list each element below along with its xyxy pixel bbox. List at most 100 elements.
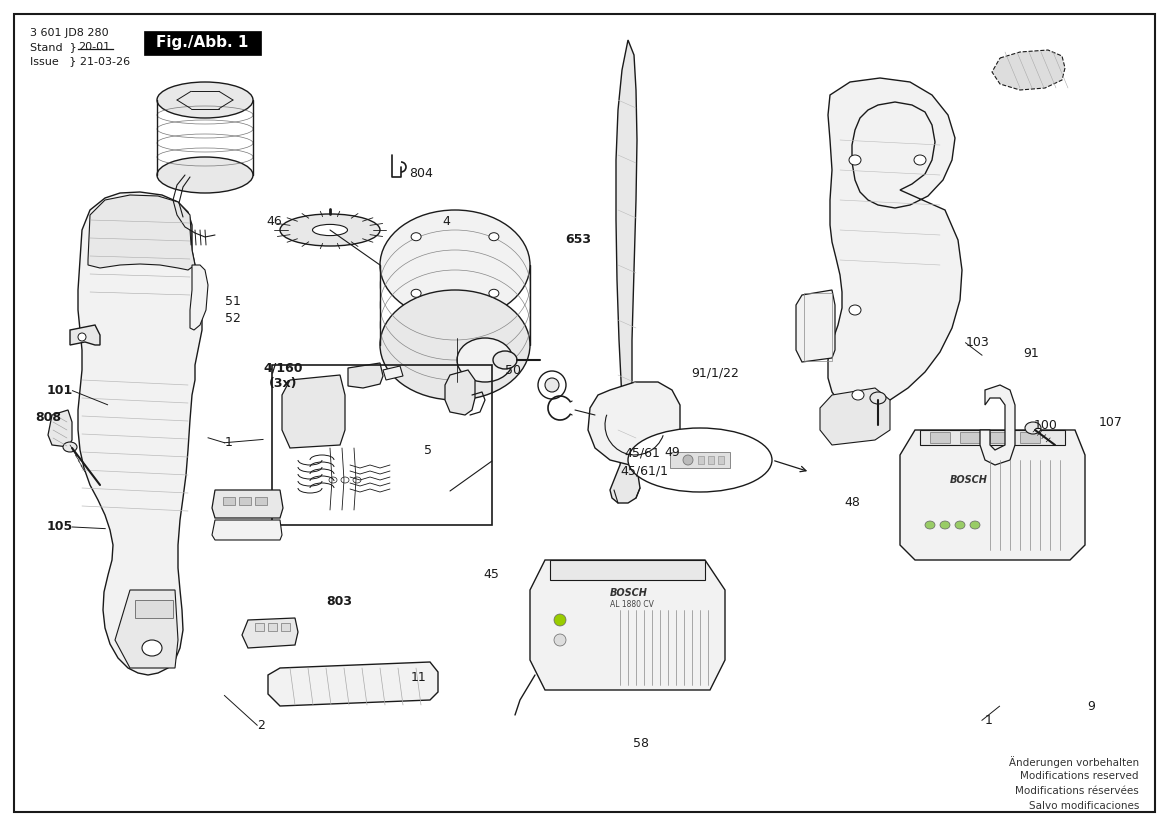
- Text: 5: 5: [424, 444, 433, 458]
- Text: 4/160
(3x): 4/160 (3x): [263, 362, 303, 390]
- Bar: [920, 430, 1065, 445]
- Bar: [268, 623, 277, 631]
- Bar: [255, 623, 264, 631]
- Bar: [960, 432, 980, 443]
- Ellipse shape: [925, 521, 935, 529]
- Text: 1: 1: [984, 714, 992, 727]
- Text: 45: 45: [483, 567, 499, 581]
- Ellipse shape: [1025, 422, 1042, 434]
- Text: 2: 2: [257, 719, 265, 732]
- Text: 101: 101: [47, 384, 72, 397]
- Text: 103: 103: [966, 336, 989, 349]
- Ellipse shape: [457, 338, 513, 382]
- Bar: [223, 497, 235, 505]
- Text: 100: 100: [1033, 419, 1057, 432]
- Text: 46: 46: [267, 215, 283, 228]
- Polygon shape: [268, 662, 438, 706]
- Ellipse shape: [489, 289, 499, 297]
- Bar: [238, 497, 251, 505]
- Text: 9: 9: [1087, 700, 1095, 713]
- Text: 804: 804: [409, 167, 433, 180]
- Ellipse shape: [493, 351, 517, 369]
- Bar: [272, 365, 492, 525]
- Polygon shape: [383, 366, 403, 380]
- Polygon shape: [115, 590, 178, 668]
- Polygon shape: [828, 78, 962, 412]
- Text: Änderungen vorbehalten: Änderungen vorbehalten: [1009, 756, 1139, 768]
- Text: Modifications réservées: Modifications réservées: [1015, 786, 1139, 796]
- Text: 91: 91: [1023, 347, 1038, 360]
- Text: 1: 1: [224, 436, 233, 449]
- Text: 45/61: 45/61: [624, 446, 660, 459]
- Polygon shape: [348, 363, 383, 388]
- Ellipse shape: [914, 155, 926, 165]
- Text: 105: 105: [47, 520, 72, 534]
- Text: 91/1/22: 91/1/22: [692, 367, 739, 380]
- Bar: [708, 456, 714, 464]
- Ellipse shape: [489, 233, 499, 240]
- Text: 653: 653: [566, 233, 592, 246]
- Ellipse shape: [545, 378, 559, 392]
- Polygon shape: [48, 410, 72, 447]
- Ellipse shape: [281, 214, 380, 246]
- Bar: [1021, 432, 1040, 443]
- Polygon shape: [445, 370, 475, 415]
- Text: Stand  }: Stand }: [30, 42, 77, 52]
- Bar: [931, 432, 950, 443]
- Text: 808: 808: [35, 411, 61, 425]
- Text: 52: 52: [224, 311, 241, 325]
- Bar: [549, 560, 705, 580]
- Polygon shape: [796, 290, 835, 362]
- Bar: [255, 497, 267, 505]
- Text: 107: 107: [1099, 416, 1122, 430]
- Ellipse shape: [870, 392, 886, 404]
- Ellipse shape: [157, 82, 253, 118]
- Text: 3 601 JD8 280: 3 601 JD8 280: [30, 28, 109, 38]
- Polygon shape: [78, 192, 202, 675]
- Ellipse shape: [380, 210, 530, 320]
- Ellipse shape: [141, 640, 162, 656]
- Text: BOSCH: BOSCH: [610, 588, 648, 598]
- Ellipse shape: [940, 521, 950, 529]
- Ellipse shape: [554, 614, 566, 626]
- Text: 20-01: 20-01: [78, 42, 110, 52]
- Polygon shape: [900, 430, 1085, 560]
- Polygon shape: [530, 560, 725, 690]
- Text: 803: 803: [326, 595, 352, 608]
- Bar: [670, 452, 729, 468]
- Ellipse shape: [628, 428, 772, 492]
- Bar: [990, 432, 1010, 443]
- Polygon shape: [610, 40, 639, 503]
- Text: 4: 4: [442, 215, 450, 228]
- Polygon shape: [191, 265, 208, 330]
- Polygon shape: [212, 520, 282, 540]
- Polygon shape: [588, 382, 680, 465]
- Text: 50: 50: [505, 363, 521, 377]
- Ellipse shape: [683, 455, 693, 465]
- Ellipse shape: [411, 289, 421, 297]
- Bar: [281, 623, 290, 631]
- Ellipse shape: [849, 305, 862, 315]
- Polygon shape: [70, 325, 101, 345]
- Ellipse shape: [852, 390, 864, 400]
- Polygon shape: [212, 490, 283, 518]
- Bar: [804, 293, 832, 361]
- Text: AL 1880 CV: AL 1880 CV: [610, 600, 653, 609]
- Text: 48: 48: [844, 496, 860, 509]
- Ellipse shape: [411, 233, 421, 240]
- Bar: [134, 600, 173, 618]
- Text: Issue   } 21-03-26: Issue } 21-03-26: [30, 56, 130, 66]
- Text: BOSCH: BOSCH: [950, 475, 988, 485]
- Ellipse shape: [380, 290, 530, 400]
- Text: 51: 51: [224, 295, 241, 308]
- Ellipse shape: [955, 521, 964, 529]
- Text: 45/61/1: 45/61/1: [621, 464, 669, 477]
- Text: 58: 58: [632, 737, 649, 750]
- Text: Fig./Abb. 1: Fig./Abb. 1: [155, 36, 248, 50]
- Text: Salvo modificaciones: Salvo modificaciones: [1029, 801, 1139, 811]
- Ellipse shape: [312, 225, 347, 235]
- Polygon shape: [88, 195, 195, 270]
- Polygon shape: [282, 375, 345, 448]
- Text: 11: 11: [410, 671, 427, 684]
- Polygon shape: [242, 618, 298, 648]
